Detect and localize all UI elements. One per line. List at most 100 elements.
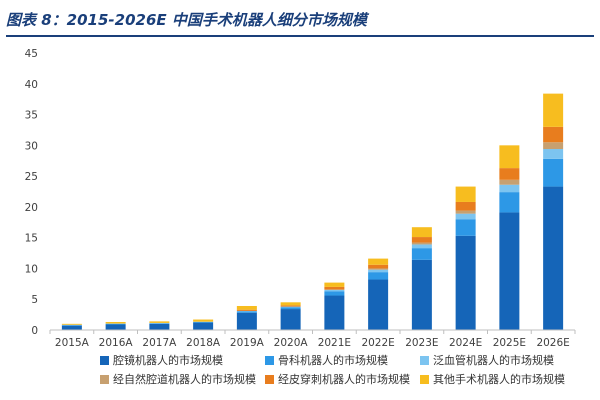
x-tick-label: 2019A — [230, 337, 265, 349]
bar-segment — [236, 309, 257, 311]
bar-segment — [61, 325, 82, 330]
bar-segment — [499, 212, 520, 330]
bar-segment — [324, 295, 345, 330]
bar-segment — [324, 289, 345, 290]
x-tick-label: 2025E — [493, 337, 526, 349]
bar-segment — [499, 192, 520, 213]
bar-segment — [105, 321, 126, 324]
bar-segment — [455, 235, 476, 330]
bar-segment — [368, 279, 389, 330]
bar-segment — [543, 142, 564, 150]
bar-segment — [455, 201, 476, 211]
bar-segment — [193, 321, 214, 323]
bar-segment — [499, 145, 520, 169]
bar-segment — [543, 186, 564, 330]
legend-item: 泛血管机器人的市场规模 — [420, 352, 554, 368]
legend-label: 其他手术机器人的市场规模 — [433, 373, 565, 386]
x-tick-label: 2017A — [142, 337, 177, 349]
bar-segment — [411, 242, 432, 245]
legend-item: 经皮穿刺机器人的市场规模 — [265, 371, 410, 387]
bar-segment — [543, 158, 564, 187]
y-axis: 0 5 10 15 20 25 30 35 40 45 — [25, 48, 38, 337]
legend-swatch — [100, 355, 109, 365]
bar-segment — [236, 312, 257, 330]
legend-item: 其他手术机器人的市场规模 — [420, 371, 565, 387]
x-tick-label: 2024E — [449, 337, 482, 349]
bar-segment — [280, 307, 301, 310]
x-tick-label: 2021E — [318, 337, 351, 349]
y-tick-label: 10 — [25, 263, 38, 275]
x-tick-label: 2016A — [99, 337, 134, 349]
bar-segment — [543, 149, 564, 159]
y-tick-label: 0 — [31, 325, 38, 337]
bar-segment — [368, 269, 389, 273]
y-tick-label: 15 — [25, 233, 38, 245]
y-tick-label: 20 — [25, 202, 38, 214]
bar-segment — [499, 179, 520, 185]
x-tick-label: 2018A — [186, 337, 221, 349]
bar-segment — [193, 322, 214, 330]
bar-segment — [193, 319, 214, 322]
x-tick-label: 2015A — [55, 337, 90, 349]
bar-segment — [455, 186, 476, 202]
bar-segment — [455, 219, 476, 236]
bar-segment — [543, 93, 564, 127]
bar-segment — [149, 321, 170, 323]
legend-swatch — [265, 355, 274, 365]
bar-segment — [61, 323, 82, 325]
y-tick-label: 25 — [25, 171, 38, 183]
bar-segment — [324, 291, 345, 296]
bar-segment — [499, 168, 520, 180]
legend-swatch — [100, 374, 109, 384]
x-tick-label: 2023E — [405, 337, 438, 349]
bar-segment — [368, 258, 389, 265]
legend-label: 经皮穿刺机器人的市场规模 — [278, 373, 410, 386]
bar-segment — [324, 289, 345, 292]
bars — [61, 93, 564, 330]
bar-segment — [149, 323, 170, 324]
legend-label: 骨科机器人的市场规模 — [278, 354, 388, 367]
legend-item: 腔镜机器人的市场规模 — [100, 352, 223, 368]
bar-segment — [411, 248, 432, 260]
bar-segment — [280, 306, 301, 308]
bar-segment — [149, 323, 170, 330]
legend-label: 经自然腔道机器人的市场规模 — [113, 373, 256, 386]
legend-swatch — [265, 374, 274, 384]
bar-segment — [61, 325, 82, 326]
bar-segment — [543, 126, 564, 143]
bar-segment — [455, 210, 476, 214]
bar-segment — [411, 244, 432, 249]
bar-segment — [105, 324, 126, 330]
x-tick-label: 2022E — [361, 337, 394, 349]
bar-segment — [324, 286, 345, 290]
y-tick-label: 35 — [25, 110, 38, 122]
y-tick-label: 45 — [25, 48, 38, 60]
legend-item: 经自然腔道机器人的市场规模 — [100, 371, 256, 387]
legend-item: 骨科机器人的市场规模 — [265, 352, 388, 368]
x-tick-label: 2026E — [536, 337, 569, 349]
y-tick-label: 5 — [31, 294, 38, 306]
bar-segment — [280, 309, 301, 330]
bar-segment — [368, 264, 389, 269]
y-tick-label: 40 — [25, 79, 38, 91]
bar-segment — [324, 282, 345, 287]
bar-segment — [368, 272, 389, 280]
legend-swatch — [420, 374, 429, 384]
x-tick-label: 2020A — [274, 337, 309, 349]
bar-segment — [411, 227, 432, 238]
y-tick-label: 30 — [25, 140, 38, 152]
bar-segment — [236, 311, 257, 313]
figure-title: 图表 8：2015-2026E 中国手术机器人细分市场规模 — [6, 11, 367, 29]
figure-header: 图表 8：2015-2026E 中国手术机器人细分市场规模 — [6, 3, 594, 37]
bar-segment — [411, 237, 432, 243]
legend-label: 泛血管机器人的市场规模 — [433, 354, 554, 367]
bar-segment — [455, 213, 476, 220]
bar-segment — [280, 302, 301, 306]
legend-label: 腔镜机器人的市场规模 — [113, 354, 223, 367]
bar-segment — [499, 184, 520, 193]
bar-segment — [236, 310, 257, 312]
bar-segment — [368, 268, 389, 270]
bar-segment — [236, 305, 257, 310]
bar-segment — [411, 259, 432, 330]
